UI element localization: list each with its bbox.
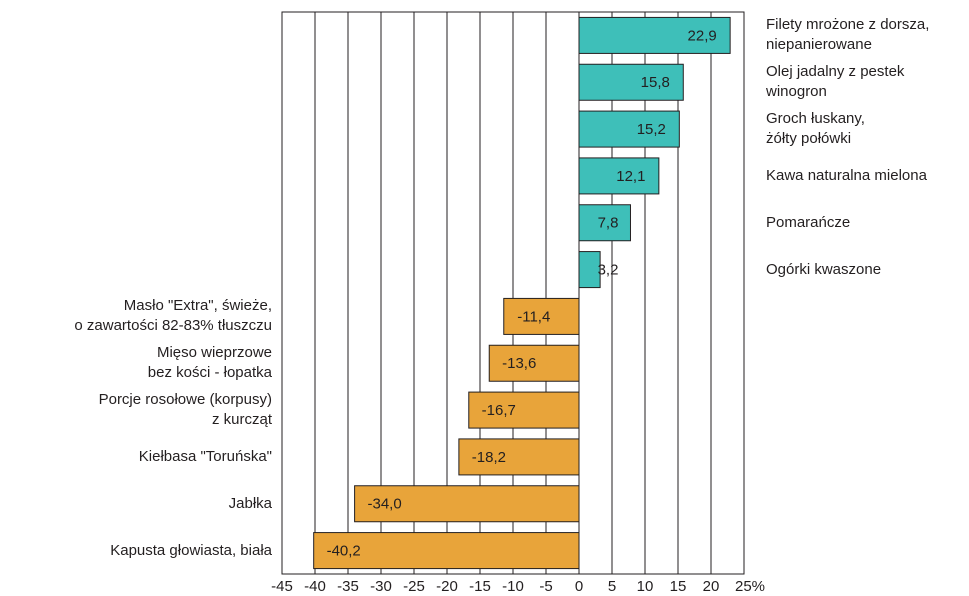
value-label: -40,2 [327,543,361,560]
value-label: 3,2 [598,262,619,279]
bar [578,110,680,148]
x-tick-label: -30 [370,578,392,595]
category-label: Pomarańcze [766,213,851,231]
value-label: -13,6 [502,355,536,372]
category-label: Jabłka [228,494,272,512]
x-tick-label: -35 [337,578,359,595]
plot-border [281,11,745,575]
value-label: 7,8 [598,215,619,232]
value-label: -11,4 [517,308,550,325]
x-tick-label: -25 [403,578,425,595]
x-tick-label: -40 [304,578,326,595]
category-label: Porcje rosołowe (korpusy) z kurcząt [98,391,272,429]
x-tick-label: -15 [469,578,491,595]
value-label: -18,2 [472,449,506,466]
bar [578,63,684,101]
value-label: -34,0 [367,496,401,513]
bar [578,251,601,289]
x-tick-label: 20 [703,578,720,595]
bar [354,485,580,523]
bar [503,297,580,335]
value-label: 15,2 [637,121,666,138]
bar [578,16,731,54]
x-tick-label: -20 [436,578,458,595]
value-label: 15,8 [641,74,670,91]
bar [313,532,580,570]
category-label: Masło "Extra", świeże, o zawartości 82-8… [74,297,272,335]
x-tick-label: -45 [271,578,293,595]
category-label: Kawa naturalna mielona [766,166,927,184]
bar [488,344,580,382]
bar [578,204,631,242]
category-label: Kiełbasa "Toruńska" [138,447,272,465]
x-tick-label: 10 [637,578,654,595]
value-label: -16,7 [482,402,516,419]
category-label: Groch łuskany, żółty połówki [766,110,865,148]
x-tick-label: 5 [608,578,616,595]
x-tick-label: 25% [735,578,765,595]
category-label: Mięso wieprzowe bez kości - łopatka [147,344,272,382]
bar [468,391,580,429]
category-label: Ogórki kwaszone [766,260,882,278]
x-tick-label: 0 [575,578,583,595]
category-label: Olej jadalny z pestek winogron [766,63,905,101]
category-label: Kapusta głowiasta, biała [110,541,272,559]
x-tick-label: -5 [539,578,552,595]
value-label: 12,1 [616,168,645,185]
x-tick-label: -10 [502,578,524,595]
value-label: 22,9 [688,27,717,44]
x-tick-label: 15 [670,578,687,595]
category-label: Filety mrożone z dorsza, niepanierowane [766,16,930,54]
bar [578,157,660,195]
bar [458,438,580,476]
